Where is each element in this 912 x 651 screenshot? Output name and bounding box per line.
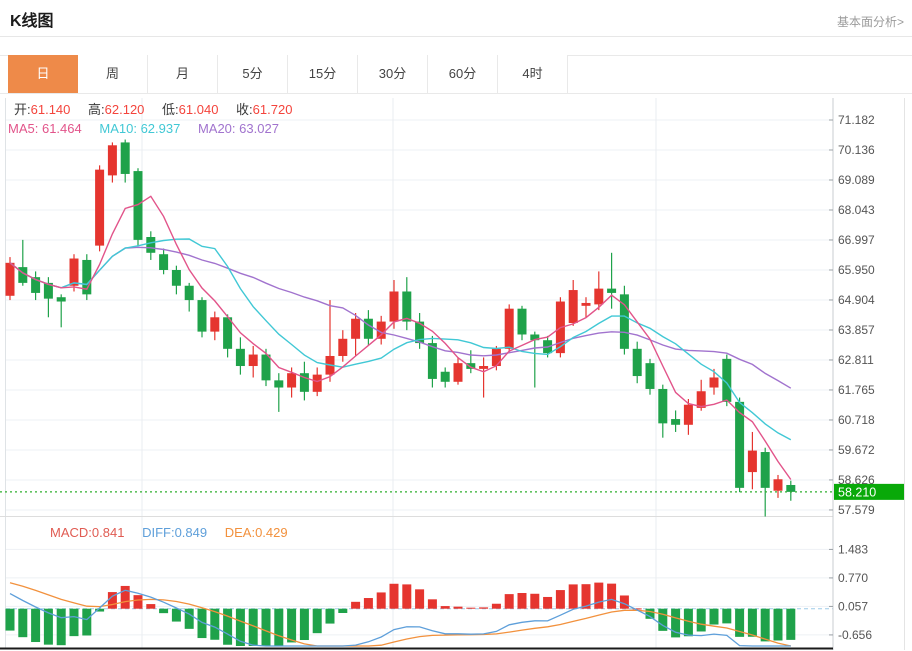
svg-text:59.672: 59.672 bbox=[838, 443, 875, 457]
tab-日[interactable]: 日 bbox=[8, 55, 78, 93]
high-label: 高: bbox=[88, 102, 105, 117]
open-value: 61.140 bbox=[30, 102, 71, 117]
svg-text:0.057: 0.057 bbox=[838, 599, 868, 613]
dea-line bbox=[9, 582, 791, 647]
diff-label: DIFF: bbox=[142, 525, 175, 540]
page-title: K线图 bbox=[10, 13, 54, 30]
svg-text:71.182: 71.182 bbox=[838, 113, 875, 127]
close-label: 收: bbox=[236, 102, 253, 117]
ma20-line bbox=[9, 246, 792, 389]
macd-axis-labels: 1.483 0.770 0.057 -0.656 bbox=[829, 542, 872, 642]
gridlines bbox=[0, 98, 905, 650]
tab-60分[interactable]: 60分 bbox=[428, 55, 498, 93]
ohlc-legend: 开:61.140 高:62.120 低:61.040 收:61.720 bbox=[14, 99, 306, 118]
svg-text:65.950: 65.950 bbox=[838, 263, 875, 277]
svg-text:70.136: 70.136 bbox=[838, 143, 875, 157]
low-value: 61.040 bbox=[178, 102, 219, 117]
low-label: 低: bbox=[162, 102, 179, 117]
macd-legend: MACD:0.841 DIFF:0.849 DEA:0.429 bbox=[50, 525, 302, 540]
svg-text:-0.656: -0.656 bbox=[838, 628, 872, 642]
svg-text:1.483: 1.483 bbox=[838, 542, 868, 556]
svg-text:0.770: 0.770 bbox=[838, 571, 868, 585]
open-label: 开: bbox=[14, 102, 31, 117]
ma5-label: MA5: bbox=[8, 121, 39, 136]
tab-30分[interactable]: 30分 bbox=[358, 55, 428, 93]
ma-legend: MA5: 61.464 MA10: 62.937 MA20: 63.027 bbox=[8, 121, 293, 136]
tab-5分[interactable]: 5分 bbox=[218, 55, 288, 93]
ma20-value: 63.027 bbox=[239, 121, 279, 136]
diff-line bbox=[9, 589, 791, 647]
svg-text:60.718: 60.718 bbox=[838, 413, 875, 427]
svg-text:66.997: 66.997 bbox=[838, 233, 875, 247]
tab-15分[interactable]: 15分 bbox=[288, 55, 358, 93]
interval-tabbar: 日周月 5分 15分 30分 60分 4时 bbox=[8, 55, 568, 93]
price-axis-labels: 71.182 70.136 69.089 68.043 66.997 65.950 64.9… bbox=[829, 113, 875, 517]
macd-value: 0.841 bbox=[91, 525, 125, 540]
svg-text:61.765: 61.765 bbox=[838, 383, 875, 397]
dea-value: 0.429 bbox=[255, 525, 288, 540]
ma10-label: MA10: bbox=[99, 121, 137, 136]
diff-value: 0.849 bbox=[174, 525, 208, 540]
ma10-value: 62.937 bbox=[140, 121, 181, 136]
svg-text:69.089: 69.089 bbox=[838, 173, 875, 187]
svg-text:57.579: 57.579 bbox=[838, 503, 875, 517]
current-price-tag: 58.210 bbox=[834, 483, 904, 500]
ma5-line bbox=[9, 195, 792, 480]
close-value: 61.720 bbox=[252, 102, 293, 117]
high-value: 62.120 bbox=[104, 102, 145, 117]
svg-text:68.043: 68.043 bbox=[838, 203, 875, 217]
tabbar-bottom-border bbox=[0, 93, 912, 94]
macd-histogram bbox=[5, 582, 796, 646]
svg-text:64.904: 64.904 bbox=[838, 293, 875, 307]
svg-text:58.626: 58.626 bbox=[838, 473, 875, 487]
tab-周[interactable]: 周 bbox=[78, 55, 148, 93]
candles-layer bbox=[5, 139, 796, 517]
dea-label: DEA: bbox=[224, 525, 256, 540]
header-divider bbox=[0, 36, 912, 37]
fundamental-analysis-link[interactable]: 基本面分析> bbox=[836, 15, 904, 29]
svg-text:63.857: 63.857 bbox=[838, 323, 875, 337]
ma10-line bbox=[9, 238, 792, 441]
ma20-label: MA20: bbox=[197, 121, 236, 136]
macd-label: MACD: bbox=[50, 525, 92, 540]
tab-月[interactable]: 月 bbox=[148, 55, 218, 93]
tab-4时[interactable]: 4时 bbox=[498, 55, 568, 93]
svg-text:62.811: 62.811 bbox=[838, 353, 874, 367]
svg-text:58.210: 58.210 bbox=[838, 485, 876, 499]
ma5-value: 61.464 bbox=[41, 121, 82, 136]
